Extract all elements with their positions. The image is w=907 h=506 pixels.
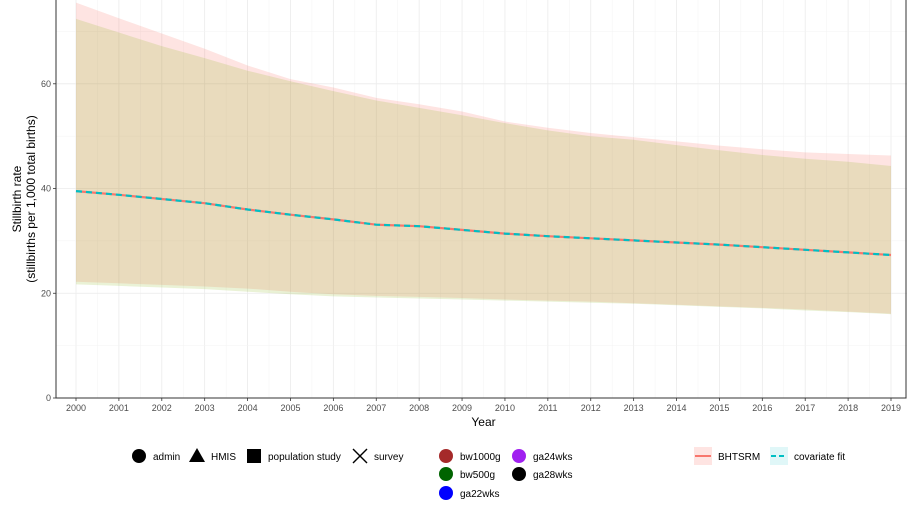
legend-triangle-shape (189, 448, 205, 462)
legend-color-dot (439, 449, 453, 463)
x-tick-label: 2019 (881, 403, 901, 413)
legend-definition-label: bw1000g (460, 452, 501, 463)
legend-definition-label: bw500g (460, 470, 495, 481)
x-tick-label: 2013 (624, 403, 644, 413)
x-axis-title: Year (471, 415, 495, 429)
x-tick-label: 2007 (366, 403, 386, 413)
x-tick-label: 2016 (752, 403, 772, 413)
x-tick-label: 2015 (709, 403, 729, 413)
x-tick-label: 2012 (581, 403, 601, 413)
y-tick-label: 20 (41, 288, 51, 298)
legend-source-label: population study (268, 452, 341, 463)
x-tick-label: 2017 (795, 403, 815, 413)
legend-color-dot (439, 467, 453, 481)
confidence-bands (76, 2, 891, 315)
x-tick-label: 2008 (409, 403, 429, 413)
legend-definition-label: ga28wks (533, 470, 572, 481)
x-tick-label: 2018 (838, 403, 858, 413)
legend: admin HMIS population study survey bw1000g ga… (132, 447, 845, 500)
series-lines (75, 190, 892, 257)
legend-source-label: HMIS (211, 452, 236, 463)
x-tick-label: 2002 (152, 403, 172, 413)
x-tick-label: 2000 (66, 403, 86, 413)
x-tick-label: 2014 (667, 403, 687, 413)
y-tick-label: 60 (41, 79, 51, 89)
y-tick-label: 0 (46, 393, 51, 403)
legend-model-label: covariate fit (794, 452, 845, 463)
y-axis-title: Stillbirth rate (10, 165, 24, 232)
grid-lines (56, 0, 907, 399)
legend-color-dot (512, 449, 526, 463)
band-covariate-fit (76, 18, 891, 315)
legend-color-dot (512, 467, 526, 481)
legend-source-label: survey (374, 452, 403, 463)
legend-circle-shape (132, 449, 146, 463)
x-tick-label: 2004 (238, 403, 258, 413)
x-tick-label: 2011 (538, 403, 557, 413)
x-tick-label: 2003 (195, 403, 215, 413)
band-bhtsrm (76, 2, 891, 314)
y-axis: 0 20 40 60 (41, 79, 56, 403)
x-tick-label: 2006 (323, 403, 343, 413)
x-axis: 2000 2001 2002 2003 2004 2005 2006 2007 2008 2009… (66, 398, 901, 413)
x-tick-label: 2010 (495, 403, 515, 413)
line-covariate-fit (75, 190, 892, 257)
legend-model-label: BHTSRM (718, 452, 760, 463)
x-tick-label: 2005 (280, 403, 300, 413)
legend-color-dot (439, 486, 453, 500)
x-tick-label: 2001 (109, 403, 129, 413)
panel-border (55, 0, 907, 399)
x-tick-label: 2009 (452, 403, 472, 413)
y-tick-label: 40 (41, 184, 51, 194)
y-axis-subtitle: (stillbirths per 1,000 total births) (24, 115, 38, 282)
legend-definition-label: ga22wks (460, 489, 499, 500)
legend-square-shape (247, 449, 261, 463)
legend-cross-shape (352, 448, 368, 464)
legend-source-label: admin (153, 452, 180, 463)
legend-definition-label: ga24wks (533, 452, 572, 463)
